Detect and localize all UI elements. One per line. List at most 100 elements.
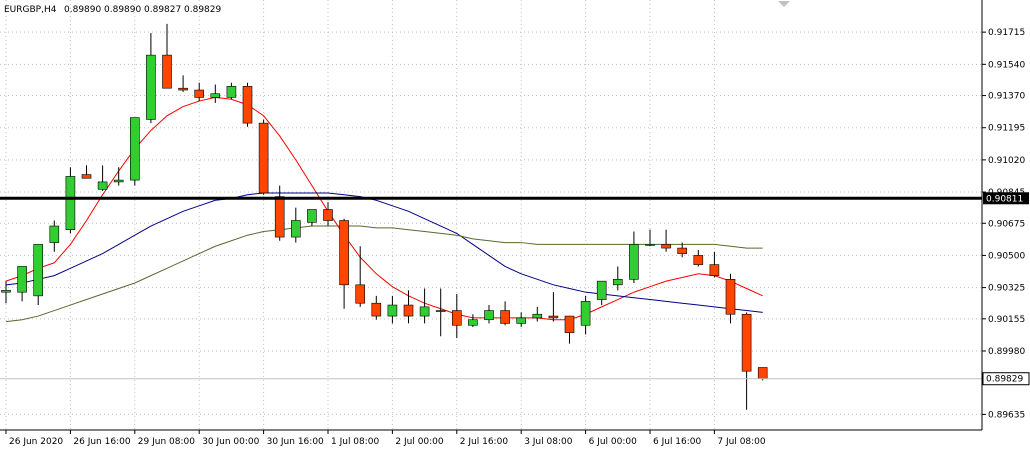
candle-body: [661, 244, 671, 249]
candle-body: [355, 284, 366, 304]
candle-body: [468, 319, 478, 326]
candle: [580, 295, 591, 335]
candle-body: [435, 310, 446, 312]
candle: [677, 242, 688, 258]
current-price-box: [982, 372, 1030, 386]
candle: [258, 119, 269, 195]
x-tick-label: 6 Jul 00:00: [589, 437, 638, 447]
candle: [596, 280, 607, 306]
candle-body: [548, 315, 559, 319]
horizontal-line-layer[interactable]: 0.90811: [0, 192, 1029, 205]
candle: [210, 84, 221, 103]
y-tick-label: 0.89980: [988, 347, 1025, 357]
chart-header-high: 0.89890: [104, 5, 141, 15]
candle: [49, 220, 60, 252]
candle-body: [274, 196, 285, 238]
candle: [387, 295, 398, 324]
candle: [178, 75, 188, 92]
candle-body: [113, 179, 124, 183]
candle: [451, 294, 462, 339]
candle-body: [451, 310, 462, 326]
candle-body: [709, 264, 720, 276]
candle: [548, 292, 559, 322]
candle: [484, 305, 494, 324]
chart-shift-marker-icon[interactable]: [778, 1, 790, 7]
candle-body: [725, 279, 736, 315]
candle: [162, 23, 172, 89]
candle-body: [17, 266, 27, 293]
x-tick-label: 3 Jul 08:00: [524, 437, 573, 447]
current-price-label: 0.89829: [986, 375, 1023, 385]
candle-body: [387, 304, 398, 317]
candle-body: [323, 209, 333, 221]
x-tick-label: 2 Jul 00:00: [395, 437, 444, 447]
candle: [661, 229, 671, 252]
x-tick-label: 26 Jun 2020: [9, 437, 63, 447]
candle-body: [178, 87, 188, 91]
y-tick-label: 0.90845: [988, 188, 1025, 198]
candle: [17, 266, 27, 302]
x-tick-label: 2 Jul 16:00: [460, 437, 509, 447]
y-tick-label: 0.91195: [988, 124, 1025, 134]
axis-layer: [0, 0, 1030, 434]
candle: [725, 273, 736, 324]
candle: [709, 251, 720, 278]
y-tick-label: 0.90155: [988, 315, 1025, 325]
candle: [645, 229, 655, 247]
chart-header-low: 0.89827: [144, 5, 181, 15]
candle-body: [516, 317, 527, 324]
candle: [226, 82, 237, 100]
y-tick-label: 0.90500: [988, 251, 1025, 261]
candle: [741, 312, 752, 410]
candle: [130, 117, 140, 186]
candle: [371, 295, 382, 320]
x-tick-label: 30 Jun 00:00: [202, 437, 259, 447]
candle-body: [403, 304, 414, 317]
candle-body: [258, 122, 269, 194]
candle-body: [162, 54, 172, 89]
candle-body: [612, 279, 623, 286]
candle-body: [1, 290, 11, 293]
candle: [113, 167, 124, 186]
y-tick-label: 0.91715: [988, 28, 1025, 38]
chart-header-symbol: EURGBP,H4: [4, 5, 57, 15]
candle: [419, 288, 430, 324]
candle: [435, 288, 446, 337]
horizontal-line-price-label: 0.90811: [986, 194, 1023, 204]
x-tick-label: 1 Jul 08:00: [331, 437, 380, 447]
x-tick-label: 29 Jun 08:00: [138, 437, 195, 447]
y-tick-label: 0.89635: [988, 410, 1025, 420]
candle-body: [741, 313, 752, 372]
candle: [564, 315, 575, 344]
candle: [323, 202, 333, 227]
candles: [1, 23, 768, 410]
moving-average-line-2: [5, 192, 763, 313]
candle-body: [130, 117, 140, 181]
candle: [146, 33, 156, 124]
candle: [612, 266, 623, 291]
candle: [307, 209, 317, 227]
candle: [532, 306, 543, 322]
candle-body: [226, 86, 237, 98]
candle: [468, 314, 478, 328]
candle: [194, 82, 204, 102]
candle-body: [693, 255, 704, 265]
candle: [355, 246, 366, 307]
candle-body: [580, 301, 591, 326]
candle-body: [677, 247, 688, 254]
candle-body: [242, 86, 253, 124]
candle: [516, 312, 527, 328]
chart-header-open: 0.89890: [64, 5, 101, 15]
horizontal-line-price-box: [983, 192, 1029, 205]
tick-labels: 0.91715 0.91540 0.91370 0.91195 0.91020 0.908…: [9, 28, 1025, 447]
candle-body: [500, 310, 510, 324]
x-tick-label: 7 Jul 08:00: [717, 437, 766, 447]
y-tick-label: 0.91370: [988, 92, 1025, 102]
candle-body: [81, 174, 92, 179]
candle: [500, 301, 510, 326]
candle: [629, 231, 639, 283]
candle-body: [210, 93, 221, 98]
candle-body: [146, 54, 156, 120]
candle-body: [33, 244, 44, 297]
